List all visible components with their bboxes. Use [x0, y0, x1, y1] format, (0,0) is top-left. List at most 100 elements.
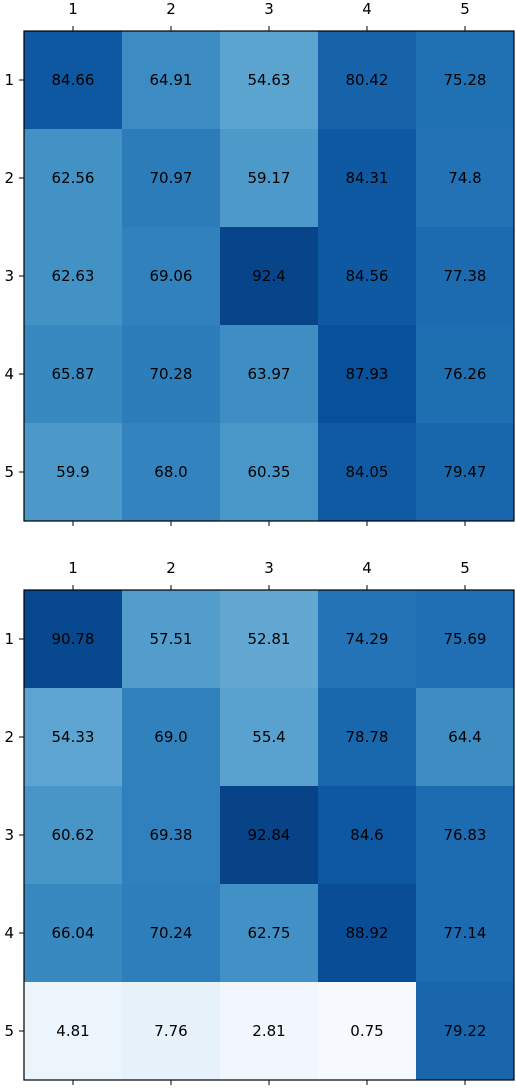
cell-value-label: 84.6: [350, 826, 383, 844]
x-tick-label: 4: [362, 559, 372, 577]
cell-value-label: 54.63: [248, 71, 291, 89]
cell-value-label: 64.91: [150, 71, 193, 89]
cell-value-label: 76.83: [444, 826, 487, 844]
heatmap-cell: [122, 325, 220, 423]
heatmap-cell: [24, 884, 122, 982]
cell-value-label: 84.56: [346, 267, 389, 285]
heatmap-cell: [24, 688, 122, 786]
heatmap-cell: [416, 884, 514, 982]
x-tick-label: 2: [166, 0, 176, 18]
heatmap-cell: [416, 786, 514, 884]
heatmap-cell: [318, 227, 416, 325]
x-tick-label: 1: [68, 559, 78, 577]
y-tick-label: 1: [4, 630, 14, 648]
cell-value-label: 64.4: [448, 728, 481, 746]
x-tick-label: 3: [264, 0, 274, 18]
cell-value-label: 76.26: [444, 365, 487, 383]
y-tick-label: 2: [4, 169, 14, 187]
cell-value-label: 69.06: [150, 267, 193, 285]
cell-value-label: 62.56: [52, 169, 95, 187]
cell-value-label: 4.81: [56, 1022, 89, 1040]
heatmap-cell: [24, 325, 122, 423]
heatmap-cell: [220, 31, 318, 129]
cell-value-label: 75.69: [444, 630, 487, 648]
heatmap-cell: [318, 423, 416, 521]
heatmap-cell: [122, 884, 220, 982]
cell-value-label: 2.81: [252, 1022, 285, 1040]
heatmap-cell: [122, 227, 220, 325]
cell-value-label: 84.05: [346, 463, 389, 481]
heatmap-cell: [122, 423, 220, 521]
x-tick-label: 1: [68, 0, 78, 18]
heatmap-cell: [318, 786, 416, 884]
y-tick-label: 5: [4, 463, 14, 481]
heatmap-cell: [24, 129, 122, 227]
heatmap-cell: [122, 590, 220, 688]
heatmap-cell: [24, 786, 122, 884]
cell-value-label: 74.29: [346, 630, 389, 648]
cell-value-label: 77.38: [444, 267, 487, 285]
cell-value-label: 66.04: [52, 924, 95, 942]
cell-value-label: 74.8: [448, 169, 481, 187]
cell-value-label: 92.4: [252, 267, 285, 285]
cell-value-label: 75.28: [444, 71, 487, 89]
cell-value-label: 78.78: [346, 728, 389, 746]
heatmap-cell: [122, 982, 220, 1080]
heatmap-cell: [318, 982, 416, 1080]
heatmap-cell: [122, 688, 220, 786]
cell-value-label: 60.35: [248, 463, 291, 481]
cell-value-label: 87.93: [346, 365, 389, 383]
cell-value-label: 0.75: [350, 1022, 383, 1040]
cell-value-label: 79.22: [444, 1022, 487, 1040]
heatmap-cell: [122, 31, 220, 129]
heatmap-cell: [318, 31, 416, 129]
heatmap-cell: [318, 688, 416, 786]
cell-value-label: 54.33: [52, 728, 95, 746]
y-tick-label: 1: [4, 71, 14, 89]
cell-value-label: 52.81: [248, 630, 291, 648]
heatmap-cell: [24, 31, 122, 129]
heatmap-cell: [220, 982, 318, 1080]
heatmap-cell: [24, 590, 122, 688]
x-tick-label: 3: [264, 559, 274, 577]
cell-value-label: 80.42: [346, 71, 389, 89]
y-tick-label: 5: [4, 1022, 14, 1040]
cell-value-label: 55.4: [252, 728, 285, 746]
heatmap-cell: [220, 884, 318, 982]
y-tick-label: 3: [4, 267, 14, 285]
heatmap-cell: [220, 129, 318, 227]
cell-value-label: 65.87: [52, 365, 95, 383]
cell-value-label: 79.47: [444, 463, 487, 481]
y-tick-label: 4: [4, 365, 14, 383]
heatmap-cell: [416, 688, 514, 786]
y-tick-label: 4: [4, 924, 14, 942]
heatmap-cell: [318, 325, 416, 423]
x-tick-label: 4: [362, 0, 372, 18]
heatmap-cell: [24, 227, 122, 325]
heatmap-cell: [416, 129, 514, 227]
heatmap-cell: [416, 982, 514, 1080]
cell-value-label: 68.0: [154, 463, 187, 481]
x-tick-label: 2: [166, 559, 176, 577]
heatmap-cell: [220, 227, 318, 325]
y-tick-label: 3: [4, 826, 14, 844]
cell-value-label: 7.76: [154, 1022, 187, 1040]
heatmap-cell: [220, 786, 318, 884]
cell-value-label: 62.75: [248, 924, 291, 942]
cell-value-label: 70.24: [150, 924, 193, 942]
cell-value-label: 59.9: [56, 463, 89, 481]
heatmap-cell: [318, 590, 416, 688]
cell-value-label: 77.14: [444, 924, 487, 942]
heatmap-cell: [220, 590, 318, 688]
cell-value-label: 57.51: [150, 630, 193, 648]
heatmap-cell: [416, 590, 514, 688]
heatmap-cell: [122, 786, 220, 884]
heatmap-panel-1: 84.66 64.91 54.63 80.42 75.28 62.56 70.97 59.17…: [4, 0, 515, 526]
cell-value-label: 84.31: [346, 169, 389, 187]
heatmap-cell: [318, 884, 416, 982]
heatmap-cell: [220, 423, 318, 521]
heatmap-cell: [318, 129, 416, 227]
x-tick-label: 5: [460, 0, 470, 18]
